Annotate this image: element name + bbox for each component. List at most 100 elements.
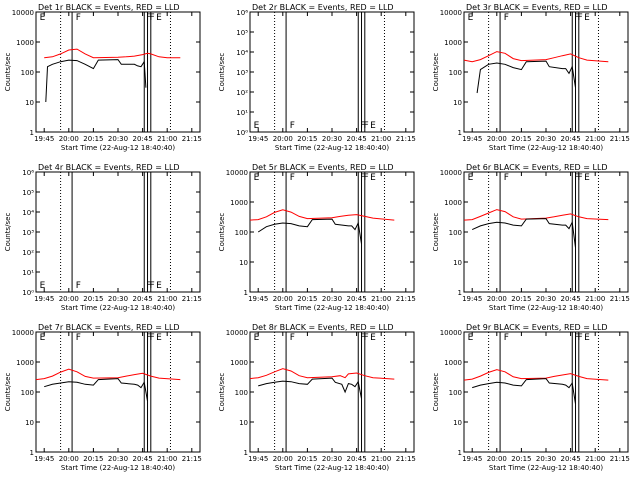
y-tick-label: 10⁵: [236, 29, 248, 37]
y-tick-label: 10³: [22, 229, 34, 237]
x-tick-label: 19:45: [462, 295, 482, 303]
y-tick-label: 1: [30, 129, 34, 137]
y-tick-label: 1: [458, 129, 462, 137]
y-axis-title: Counts/sec: [4, 373, 12, 412]
x-tick-label: 20:00: [273, 455, 293, 463]
x-axis-title: Start Time (22-Aug-12 18:40:40): [61, 144, 175, 152]
event-marker: E: [584, 13, 590, 23]
event-marker: F: [504, 13, 509, 23]
x-tick-label: 20:30: [536, 295, 556, 303]
x-axis-title: Start Time (22-Aug-12 18:40:40): [61, 304, 175, 312]
y-tick-label: 10⁰: [22, 289, 34, 297]
y-tick-label: 10⁶: [236, 9, 248, 17]
y-tick-label: 10⁰: [236, 129, 248, 137]
x-tick-label: 20:45: [347, 455, 367, 463]
y-tick-label: 100: [21, 389, 34, 397]
x-tick-label: 20:45: [133, 135, 153, 143]
series-lld: [249, 368, 395, 380]
panel-title: Det 2r BLACK = Events, RED = LLD: [252, 3, 394, 12]
y-tick-label: 1000: [444, 39, 462, 47]
panel-det-5r: Det 5r BLACK = Events, RED = LLD 1 10 100 10…: [218, 163, 416, 312]
x-tick-label: 21:15: [396, 295, 416, 303]
x-tick-label: 21:15: [182, 455, 202, 463]
x-tick-label: 20:00: [487, 295, 507, 303]
y-tick-label: 10⁴: [22, 209, 34, 217]
x-tick-label: 21:15: [396, 135, 416, 143]
y-tick-label: 100: [235, 229, 248, 237]
event-marker: F: [504, 173, 509, 183]
panel-title: Det 5r BLACK = Events, RED = LLD: [252, 163, 394, 172]
y-axis-title: Counts/sec: [4, 213, 12, 252]
y-tick-label: 1000: [16, 39, 34, 47]
y-axis-title: Counts/sec: [218, 213, 226, 252]
x-axis-title: Start Time (22-Aug-12 18:40:40): [61, 464, 175, 472]
y-tick-label: 10000: [226, 169, 248, 177]
panel-det-9r: Det 9r BLACK = Events, RED = LLD 1 10 100 10…: [432, 323, 630, 472]
event-marker: F: [364, 173, 369, 183]
y-tick-label: 10000: [226, 329, 248, 337]
y-axis-title: Counts/sec: [218, 373, 226, 412]
y-axis-title: Counts/sec: [218, 53, 226, 92]
series-lld: [44, 48, 181, 59]
y-tick-label: 10000: [12, 329, 34, 337]
panel-det-1r: Det 1r BLACK = Events, RED = LLD 1 10 100 10…: [4, 3, 202, 152]
x-axis-title: Start Time (22-Aug-12 18:40:40): [489, 304, 603, 312]
x-tick-label: 21:15: [610, 295, 630, 303]
y-tick-label: 10⁴: [236, 49, 248, 57]
event-marker: F: [150, 281, 155, 291]
x-tick-label: 20:00: [59, 455, 79, 463]
x-tick-label: 20:15: [297, 295, 317, 303]
event-marker: F: [360, 173, 365, 183]
y-tick-label: 1: [458, 449, 462, 457]
series-lld: [249, 209, 395, 221]
y-axis-title: Counts/sec: [4, 53, 12, 92]
event-marker: F: [146, 281, 151, 291]
series-events: [472, 378, 576, 404]
x-tick-label: 20:30: [536, 135, 556, 143]
event-marker: E: [156, 281, 162, 291]
x-tick-label: 19:45: [462, 455, 482, 463]
event-marker: F: [150, 13, 155, 23]
event-marker: E: [40, 13, 46, 23]
x-tick-label: 19:45: [34, 455, 54, 463]
x-tick-label: 20:15: [83, 455, 103, 463]
x-tick-label: 21:00: [585, 135, 605, 143]
y-tick-label: 1: [244, 289, 248, 297]
series-events: [44, 378, 148, 402]
x-tick-label: 19:45: [248, 455, 268, 463]
x-tick-label: 20:15: [511, 295, 531, 303]
series-events: [45, 59, 147, 103]
x-tick-label: 21:00: [157, 295, 177, 303]
x-tick-label: 20:00: [487, 135, 507, 143]
y-tick-label: 10⁵: [22, 189, 34, 197]
series-lld: [463, 209, 609, 221]
x-tick-label: 21:00: [585, 295, 605, 303]
y-tick-label: 10: [239, 419, 248, 427]
y-tick-label: 10000: [440, 9, 462, 17]
y-tick-label: 100: [449, 389, 462, 397]
x-tick-label: 21:15: [182, 135, 202, 143]
y-axis-title: Counts/sec: [432, 373, 440, 412]
y-tick-label: 1000: [230, 359, 248, 367]
event-marker: F: [76, 281, 81, 291]
series-events: [476, 60, 576, 94]
panel-det-3r: Det 3r BLACK = Events, RED = LLD 1 10 100 10…: [432, 3, 630, 152]
event-marker: E: [254, 173, 260, 183]
y-tick-label: 10²: [22, 249, 34, 257]
y-tick-label: 10¹: [236, 109, 248, 117]
y-axis-title: Counts/sec: [432, 213, 440, 252]
event-marker: F: [146, 13, 151, 23]
event-marker: E: [370, 121, 376, 131]
x-tick-label: 20:30: [536, 455, 556, 463]
x-tick-label: 20:30: [322, 455, 342, 463]
y-tick-label: 10⁶: [22, 169, 34, 177]
x-tick-label: 20:45: [561, 455, 581, 463]
panel-det-6r: Det 6r BLACK = Events, RED = LLD 1 10 100 10…: [432, 163, 630, 312]
x-tick-label: 21:00: [157, 135, 177, 143]
x-tick-label: 19:45: [248, 135, 268, 143]
event-marker: F: [360, 121, 365, 131]
event-marker: E: [468, 333, 474, 343]
x-tick-label: 19:45: [34, 295, 54, 303]
y-tick-label: 10³: [236, 69, 248, 77]
event-marker: E: [254, 333, 260, 343]
